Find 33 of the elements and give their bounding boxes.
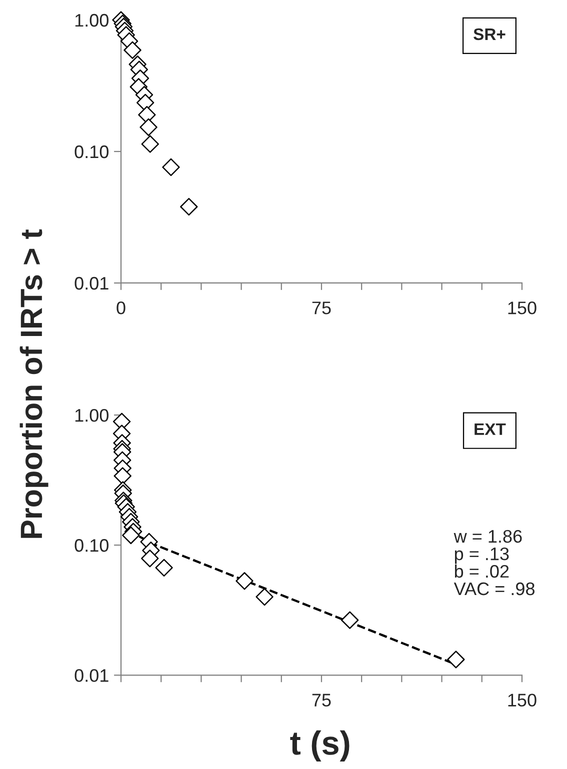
y-tick-label: 1.00 (75, 408, 108, 422)
point (114, 467, 132, 485)
point (162, 158, 180, 176)
point (141, 135, 159, 153)
x-tick-label: 150 (508, 302, 536, 314)
point (256, 588, 274, 606)
y-axis-title: Proportion of IRTs > t (20, 229, 48, 538)
point (140, 118, 158, 136)
point (155, 558, 173, 577)
y-tick-label: 0.01 (74, 276, 108, 290)
y-tick-label: 0.10 (74, 539, 108, 552)
point (138, 106, 156, 124)
annotation: w = 1.86 (454, 530, 522, 543)
x-tick-label: 150 (508, 694, 536, 706)
y-tick-label: 1.00 (75, 14, 108, 27)
x-axis-title: t (s) (290, 730, 350, 762)
annotation: p = .13 (454, 547, 509, 564)
chart-title: EXT (474, 423, 506, 435)
point (447, 650, 465, 668)
point (141, 550, 159, 568)
chart-title: SR+ (474, 28, 506, 40)
y-tick-label: 0.10 (74, 145, 108, 158)
annotation: b = .02 (454, 564, 509, 578)
x-tick-label: 75 (312, 694, 331, 706)
point (124, 41, 142, 59)
x-tick-label: 75 (312, 302, 331, 314)
point (180, 198, 198, 216)
annotation: VAC = .98 (454, 582, 534, 596)
y-tick-label: 0.01 (74, 669, 108, 682)
point (122, 526, 140, 544)
point (236, 572, 254, 590)
point (340, 611, 359, 629)
x-tick-label: 0 (116, 302, 126, 314)
